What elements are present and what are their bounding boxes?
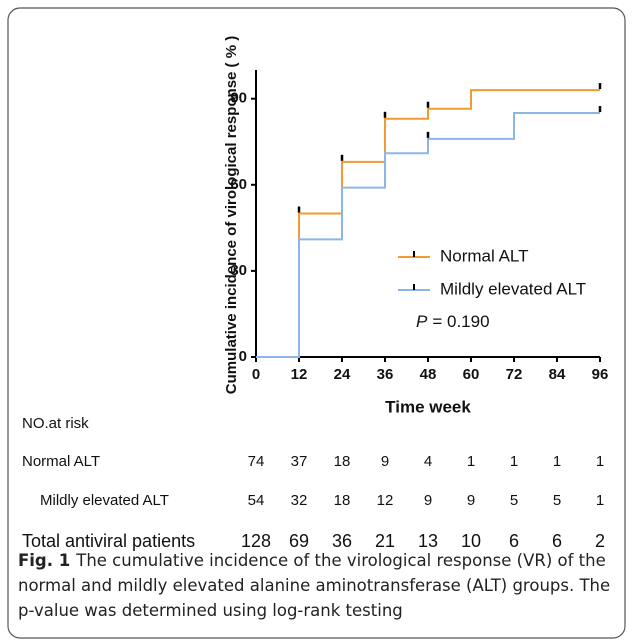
caption-label: Fig. 1 <box>18 551 71 570</box>
risk-count: 128 <box>241 531 271 551</box>
risk-count: 74 <box>248 453 265 470</box>
risk-count: 36 <box>332 531 352 551</box>
risk-count: 12 <box>377 492 394 509</box>
x-tick-label: 0 <box>252 366 260 383</box>
risk-count: 1 <box>510 453 518 470</box>
risk-count: 37 <box>291 453 308 470</box>
risk-count: 32 <box>291 492 308 509</box>
risk-count: 1 <box>596 492 604 509</box>
risk-count: 18 <box>334 492 351 509</box>
y-tick-label: 0 <box>239 348 247 365</box>
x-tick-label: 24 <box>334 366 351 383</box>
risk-count: 4 <box>424 453 432 470</box>
p-value: P = 0.190 <box>416 312 490 331</box>
risk-row-label: Mildly elevated ALT <box>40 492 169 509</box>
risk-count: 21 <box>375 531 395 551</box>
risk-count: 1 <box>553 453 561 470</box>
risk-count: 54 <box>248 492 265 509</box>
risk-count: 6 <box>552 531 562 551</box>
risk-count: 18 <box>334 453 351 470</box>
risk-count: 10 <box>461 531 481 551</box>
risk-count: 69 <box>289 531 309 551</box>
legend-label: Mildly elevated ALT <box>440 279 586 298</box>
risk-count: 5 <box>553 492 561 509</box>
x-tick-label: 48 <box>420 366 437 383</box>
y-axis-label: Cumulative incidence of virological resp… <box>223 36 240 394</box>
x-tick-label: 84 <box>549 366 566 383</box>
risk-count: 9 <box>424 492 432 509</box>
x-tick-label: 72 <box>506 366 523 383</box>
caption-text: The cumulative incidence of the virologi… <box>18 551 611 620</box>
p-text: = 0.190 <box>432 312 489 331</box>
risk-count: 6 <box>509 531 519 551</box>
y-tick-label: 60 <box>230 176 247 193</box>
risk-count: 9 <box>467 492 475 509</box>
x-tick-label: 12 <box>291 366 308 383</box>
x-axis-label: Time week <box>385 397 471 416</box>
legend-label: Normal ALT <box>440 246 529 265</box>
step-line <box>256 89 600 358</box>
risk-row-label: Total antiviral patients <box>22 531 195 551</box>
risk-count: 1 <box>467 453 475 470</box>
step-line <box>256 112 600 358</box>
x-tick-label: 96 <box>592 366 609 383</box>
risk-count: 5 <box>510 492 518 509</box>
p-symbol: P <box>416 312 428 331</box>
risk-count: 9 <box>381 453 389 470</box>
caption: Fig. 1 The cumulative incidence of the vi… <box>18 548 618 623</box>
x-tick-label: 60 <box>463 366 480 383</box>
risk-table-title: NO.at risk <box>22 415 89 432</box>
frame <box>7 7 626 639</box>
x-tick-label: 36 <box>377 366 394 383</box>
risk-count: 2 <box>595 531 605 551</box>
y-tick-label: 90 <box>230 90 247 107</box>
risk-count: 1 <box>596 453 604 470</box>
y-tick-label: 30 <box>230 262 247 279</box>
risk-row-label: Normal ALT <box>22 453 100 470</box>
risk-count: 13 <box>418 531 438 551</box>
